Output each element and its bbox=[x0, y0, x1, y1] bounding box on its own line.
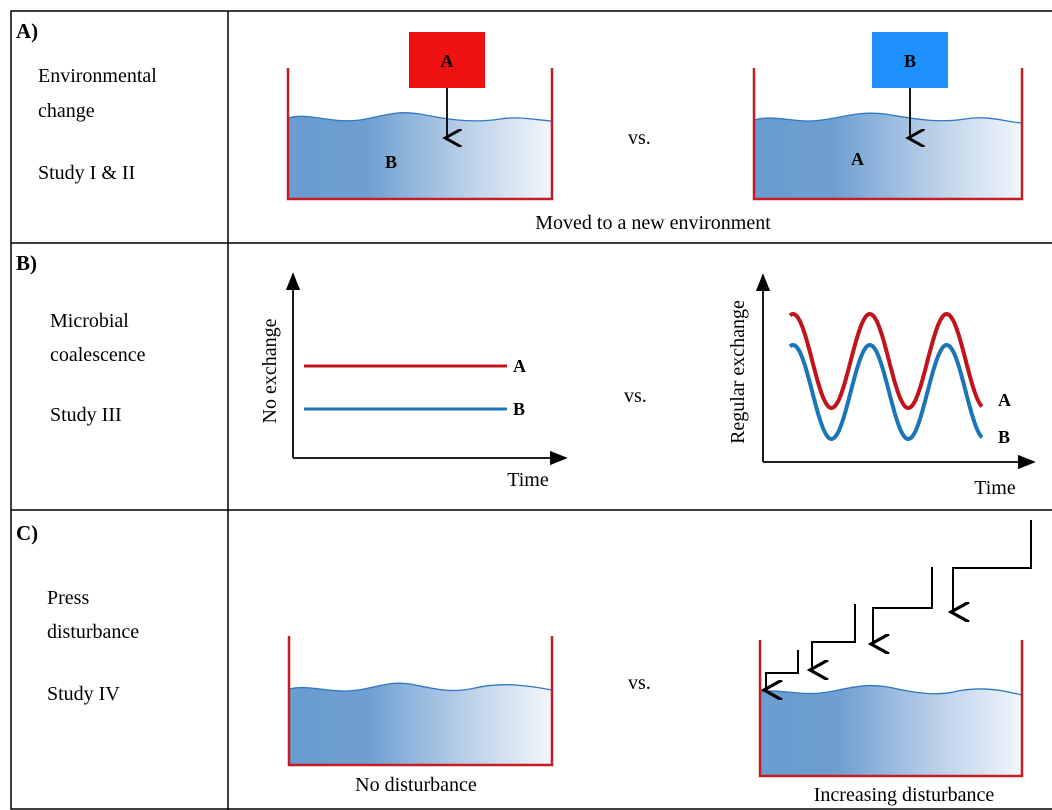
water-right-a-label: A bbox=[851, 149, 864, 169]
panel-b-letter: B) bbox=[16, 251, 37, 275]
plot-regular-exchange: Regular exchange Time A B bbox=[727, 275, 1034, 499]
panel-a-title-line1: Environmental bbox=[38, 65, 157, 87]
box-a-left-label: A bbox=[441, 51, 454, 71]
panel-b-title-line1: Microbial bbox=[50, 310, 129, 332]
container-left-c: No disturbance bbox=[289, 636, 552, 796]
staircase-arrows bbox=[766, 520, 1031, 690]
panel-b-study: Study III bbox=[50, 404, 122, 426]
series-a-label-right: A bbox=[998, 390, 1011, 410]
panel-c-vs: vs. bbox=[628, 672, 651, 694]
panel-a-letter: A) bbox=[16, 19, 38, 43]
series-b-label-right: B bbox=[998, 427, 1010, 447]
x-label-right-b: Time bbox=[974, 477, 1016, 499]
water-left-a-label: B bbox=[385, 152, 397, 172]
wave-b bbox=[790, 345, 982, 439]
container-right-a: B A bbox=[754, 32, 1022, 199]
water-left-a bbox=[288, 113, 552, 199]
panel-a: A) Environmental change Study I & II A B… bbox=[16, 19, 1022, 234]
water-left-c bbox=[289, 683, 552, 765]
x-label-left-b: Time bbox=[507, 469, 549, 491]
panel-a-caption: Moved to a new environment bbox=[535, 212, 771, 234]
y-label-left-b: No exchange bbox=[259, 318, 281, 423]
container-left-a: A B bbox=[288, 32, 552, 199]
panel-b: B) Microbial coalescence Study III No ex… bbox=[16, 251, 1034, 499]
water-right-a bbox=[754, 113, 1022, 199]
series-a-label-left: A bbox=[513, 356, 526, 376]
panel-c-study: Study IV bbox=[47, 683, 120, 705]
series-b-label-left: B bbox=[513, 399, 525, 419]
panel-c-right-caption: Increasing disturbance bbox=[814, 784, 995, 806]
panel-a-vs: vs. bbox=[628, 127, 651, 149]
panel-b-vs: vs. bbox=[624, 385, 647, 407]
panel-c-letter: C) bbox=[16, 521, 38, 545]
panel-c-title-line2: disturbance bbox=[47, 621, 139, 643]
panel-a-title-line2: change bbox=[38, 100, 95, 122]
panel-c: C) Press disturbance Study IV No disturb… bbox=[16, 520, 1031, 806]
wave-a bbox=[790, 314, 982, 408]
panel-a-study: Study I & II bbox=[38, 162, 135, 184]
panel-b-title-line2: coalescence bbox=[50, 344, 146, 366]
panel-c-left-caption: No disturbance bbox=[355, 774, 477, 796]
container-right-c: Increasing disturbance bbox=[760, 520, 1031, 806]
plot-no-exchange: No exchange Time A B bbox=[259, 274, 566, 491]
y-label-right-b: Regular exchange bbox=[727, 300, 749, 444]
panel-c-title-line1: Press bbox=[47, 587, 89, 609]
water-right-c bbox=[760, 686, 1022, 776]
box-b-right-label: B bbox=[904, 51, 916, 71]
